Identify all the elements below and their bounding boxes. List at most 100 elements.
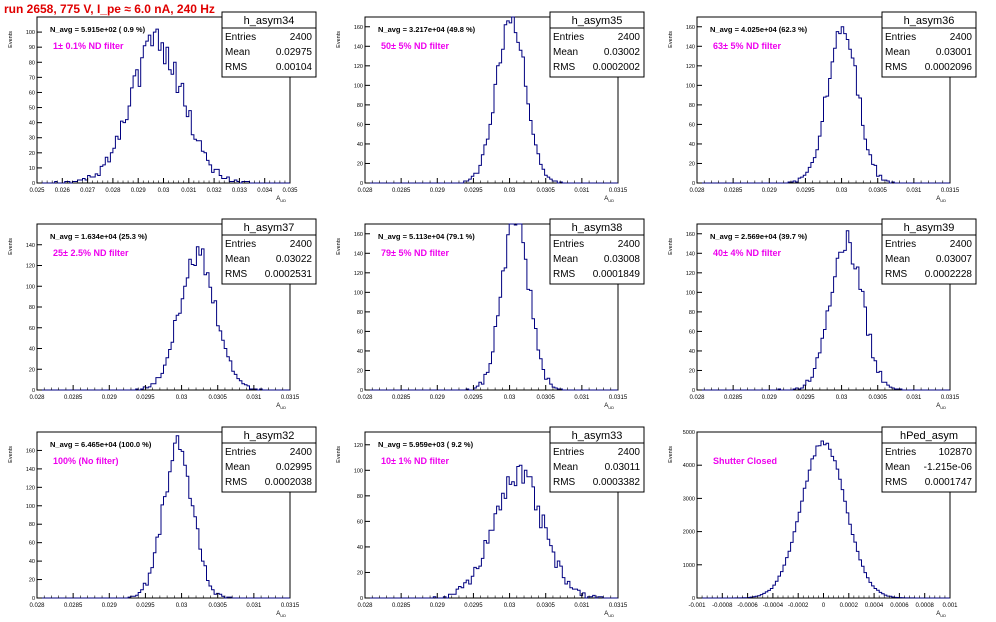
y-tick-label: 20	[29, 578, 35, 584]
x-axis-label: AUD	[604, 611, 614, 618]
x-tick-label: 0.033	[232, 188, 248, 194]
y-tick-label: 120	[686, 64, 695, 70]
y-tick-label: 120	[354, 64, 363, 70]
x-tick-label: 0	[822, 603, 826, 609]
x-tick-label: 0.03	[176, 603, 188, 609]
x-tick-label: 0.029	[762, 395, 778, 401]
y-axis-label: Events	[336, 31, 342, 48]
y-axis-label: Events	[336, 446, 342, 463]
stats-label: Entries	[885, 447, 916, 458]
x-tick-label: 0.031	[181, 188, 197, 194]
stats-box	[221, 11, 317, 78]
stats-label: RMS	[885, 477, 908, 488]
stats-value: 0.0002228	[925, 269, 973, 280]
x-tick-label: 0.0295	[464, 188, 483, 194]
x-tick-label: 0.031	[574, 188, 590, 194]
x-tick-label: 0.0315	[281, 603, 300, 609]
x-tick-label: 0.0315	[609, 395, 628, 401]
x-tick-label: 0.03	[504, 603, 516, 609]
x-tick-label: 0.028	[689, 188, 705, 194]
x-tick-label: 0.029	[102, 395, 118, 401]
n-avg-label: N_avg = 5.113e+04 (79.1 %)	[378, 232, 475, 241]
y-tick-label: 100	[354, 83, 363, 89]
histogram-panel: 0.025 0.026 0.027 0.028 0.029 0.03 0.031 0.032 0…	[8, 11, 317, 203]
x-tick-label: 0.025	[29, 188, 45, 194]
stats-label: Entries	[553, 32, 584, 43]
histogram-line	[37, 435, 290, 599]
stats-label: RMS	[553, 269, 576, 280]
histogram-panel: -0.001 -0.0008 -0.0006 -0.0004 -0.0002 0 0.000…	[668, 426, 977, 618]
x-tick-label: 0.0295	[796, 395, 815, 401]
x-tick-label: 0.0285	[392, 395, 411, 401]
plot-frame	[696, 223, 951, 391]
y-tick-label: 80	[689, 310, 695, 316]
y-tick-label: 40	[357, 142, 363, 148]
x-axis-label-subscript: UD	[280, 198, 286, 203]
x-tick-label: 0.031	[246, 395, 262, 401]
stats-value: 0.0003382	[593, 477, 641, 488]
histogram-panel: 0.028 0.0285 0.029 0.0295 0.03 0.0305 0.031 0.0…	[668, 218, 977, 410]
y-tick-label: 80	[357, 310, 363, 316]
stats-label: Mean	[885, 462, 910, 473]
y-tick-label: 40	[29, 121, 35, 127]
y-tick-label: 4000	[683, 463, 695, 469]
stats-label: Entries	[225, 239, 256, 250]
histogram-line	[37, 28, 290, 184]
y-tick-label: 140	[26, 467, 35, 473]
x-tick-label: -0.0004	[763, 603, 784, 609]
y-tick-label: 20	[29, 151, 35, 157]
y-tick-label: 40	[689, 142, 695, 148]
x-tick-label: 0.0295	[136, 395, 155, 401]
x-axis-label-subscript: UD	[608, 613, 614, 618]
stats-label: Entries	[225, 447, 256, 458]
y-tick-label: 20	[689, 161, 695, 167]
x-tick-label: 0.0305	[537, 603, 556, 609]
x-tick-label: 0.0285	[392, 188, 411, 194]
y-tick-label: 100	[686, 290, 695, 296]
x-tick-label: 0.028	[689, 395, 705, 401]
y-tick-label: 60	[357, 122, 363, 128]
histogram-panel: 0.028 0.0285 0.029 0.0295 0.03 0.0305 0.031 0.0…	[336, 426, 645, 618]
stats-label: RMS	[885, 269, 908, 280]
stats-title: h_asym35	[572, 15, 623, 27]
y-tick-label: 100	[354, 290, 363, 296]
x-tick-label: 0.031	[574, 603, 590, 609]
y-tick-label: 3000	[683, 496, 695, 502]
y-tick-label: 100	[354, 468, 363, 474]
y-tick-label: 20	[357, 161, 363, 167]
x-tick-label: 0.032	[207, 188, 223, 194]
y-tick-label: 0	[360, 181, 363, 187]
x-tick-label: 0.03	[176, 395, 188, 401]
n-avg-label: N_avg = 3.217e+04 (49.8 %)	[378, 25, 476, 34]
plot-frame	[364, 431, 619, 599]
filter-annotation: 100% (No filter)	[53, 456, 119, 466]
stats-value: 0.03007	[936, 254, 973, 265]
y-tick-label: 100	[26, 284, 35, 290]
y-tick-label: 60	[29, 90, 35, 96]
y-tick-label: 20	[357, 570, 363, 576]
y-tick-label: 0	[360, 388, 363, 394]
x-tick-label: 0.028	[357, 395, 373, 401]
y-tick-label: 30	[29, 136, 35, 142]
stats-box	[549, 218, 645, 285]
y-tick-label: 0	[360, 596, 363, 602]
y-tick-label: 140	[686, 251, 695, 257]
stats-label: Mean	[225, 47, 250, 58]
x-tick-label: 0.001	[942, 603, 958, 609]
x-axis-label: AUD	[276, 403, 286, 410]
y-tick-label: 160	[26, 448, 35, 454]
n-avg-label: N_avg = 5.915e+02 ( 0.9 %)	[50, 25, 146, 34]
x-axis-label: AUD	[936, 403, 946, 410]
stats-label: Mean	[225, 254, 250, 265]
x-tick-label: 0.03	[158, 188, 170, 194]
x-tick-label: 0.0002	[840, 603, 859, 609]
y-tick-label: 120	[354, 443, 363, 449]
x-axis-label-subscript: UD	[280, 613, 286, 618]
stats-label: Mean	[225, 462, 250, 473]
stats-value: 2400	[950, 239, 973, 250]
x-tick-label: 0.028	[105, 188, 121, 194]
stats-value: 0.00104	[276, 62, 313, 73]
plot-frame	[364, 223, 619, 391]
stats-value: -1.215e-06	[924, 462, 973, 473]
